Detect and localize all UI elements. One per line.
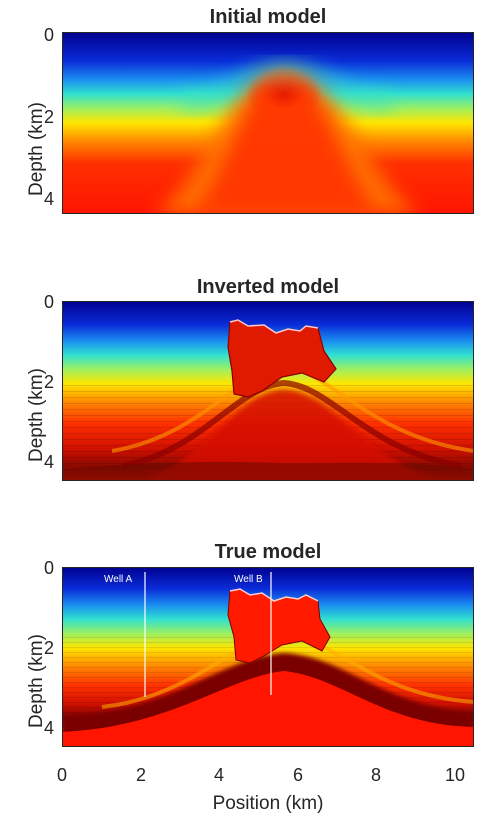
xtick-4: 4 [213, 765, 224, 785]
xtick-0: 0 [56, 765, 67, 785]
inverted-model-image [62, 301, 474, 481]
initial-model-image [62, 32, 474, 214]
true-ytick-2: 2 [43, 638, 54, 658]
initial-ytick-4: 4 [43, 189, 54, 209]
initial-ytick-2: 2 [43, 107, 54, 127]
true-model-title: True model [214, 541, 322, 563]
inverted-ytick-0: 0 [43, 292, 54, 312]
xtick-10: 10 [444, 765, 466, 785]
inverted-ytick-2: 2 [43, 372, 54, 392]
well-a-label: Well A [104, 574, 133, 585]
well-b-label: Well B [234, 574, 263, 585]
true-model-image [62, 567, 474, 747]
inverted-model-title: Inverted model [196, 276, 340, 298]
x-axis-label: Position (km) [212, 793, 324, 814]
xtick-2: 2 [135, 765, 146, 785]
inverted-ytick-4: 4 [43, 452, 54, 472]
initial-ytick-0: 0 [43, 25, 54, 45]
xtick-8: 8 [370, 765, 381, 785]
initial-model-title: Initial model [209, 6, 327, 28]
xtick-6: 6 [292, 765, 303, 785]
true-ytick-4: 4 [43, 718, 54, 738]
true-ytick-0: 0 [43, 558, 54, 578]
